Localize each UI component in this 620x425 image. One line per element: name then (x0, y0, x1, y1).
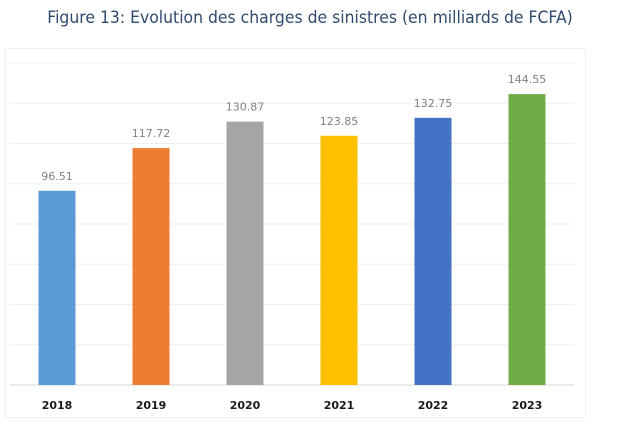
x-tick-label: 2018 (42, 399, 73, 412)
data-label: 130.87 (226, 101, 265, 114)
bar-2018 (38, 190, 76, 385)
data-label: 117.72 (132, 127, 171, 140)
chart-title: Figure 13: Evolution des charges de sini… (47, 8, 573, 28)
bar-2020 (226, 121, 264, 386)
data-label: 144.55 (508, 73, 547, 86)
x-tick-label: 2021 (324, 399, 355, 412)
bar-2019 (132, 148, 170, 385)
x-tick-label: 2020 (230, 399, 261, 412)
x-tick-label: 2019 (136, 399, 167, 412)
data-label: 96.51 (41, 170, 73, 183)
chart-frame (5, 48, 586, 418)
x-tick-label: 2023 (512, 399, 543, 412)
bar-2022 (414, 117, 452, 385)
data-label: 123.85 (320, 115, 359, 128)
data-label: 132.75 (414, 97, 453, 110)
bar-2021 (320, 135, 358, 385)
x-tick-label: 2022 (418, 399, 449, 412)
bar-2023 (508, 94, 546, 385)
